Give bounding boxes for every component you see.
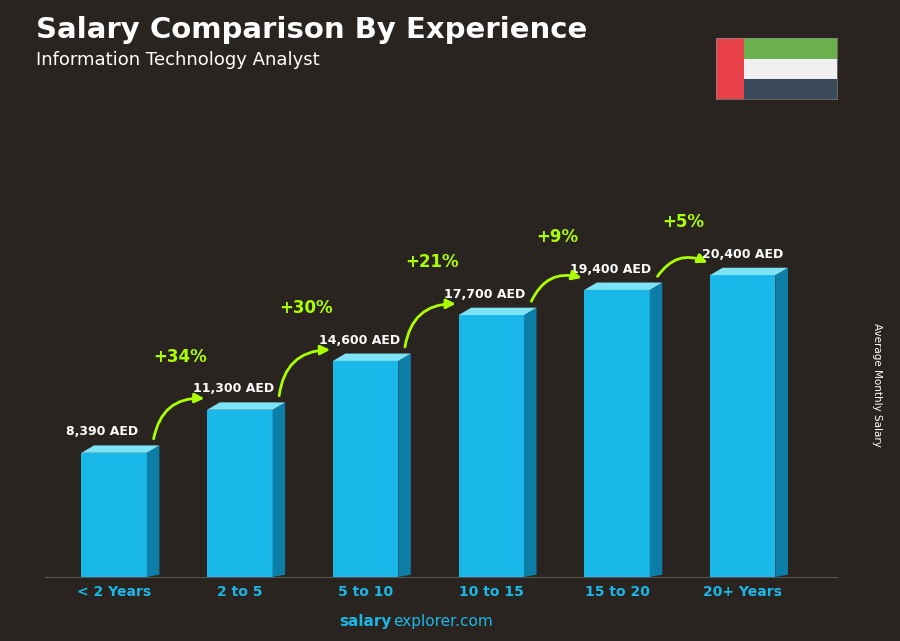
Polygon shape bbox=[710, 268, 788, 275]
Text: +5%: +5% bbox=[662, 213, 704, 231]
FancyArrowPatch shape bbox=[405, 300, 453, 347]
Polygon shape bbox=[743, 59, 837, 79]
Polygon shape bbox=[147, 445, 159, 577]
Polygon shape bbox=[743, 38, 837, 59]
Polygon shape bbox=[524, 308, 536, 577]
Polygon shape bbox=[650, 283, 662, 577]
Polygon shape bbox=[399, 354, 410, 577]
Polygon shape bbox=[710, 275, 776, 577]
Text: 17,700 AED: 17,700 AED bbox=[445, 288, 526, 301]
FancyArrowPatch shape bbox=[154, 394, 202, 439]
Polygon shape bbox=[82, 445, 159, 453]
Polygon shape bbox=[82, 453, 147, 577]
Text: salary: salary bbox=[339, 615, 392, 629]
Text: 8,390 AED: 8,390 AED bbox=[66, 426, 138, 438]
FancyArrowPatch shape bbox=[658, 254, 705, 276]
Text: Salary Comparison By Experience: Salary Comparison By Experience bbox=[36, 16, 587, 44]
Polygon shape bbox=[716, 38, 743, 99]
Text: explorer.com: explorer.com bbox=[393, 615, 493, 629]
FancyArrowPatch shape bbox=[531, 271, 579, 301]
Text: 11,300 AED: 11,300 AED bbox=[193, 383, 274, 395]
Text: 20,400 AED: 20,400 AED bbox=[702, 248, 783, 261]
Polygon shape bbox=[207, 410, 273, 577]
Polygon shape bbox=[584, 283, 662, 290]
Text: 14,600 AED: 14,600 AED bbox=[319, 333, 400, 347]
Text: +9%: +9% bbox=[536, 228, 579, 246]
Polygon shape bbox=[207, 403, 285, 410]
Polygon shape bbox=[459, 315, 524, 577]
Polygon shape bbox=[584, 290, 650, 577]
Polygon shape bbox=[333, 354, 410, 361]
Polygon shape bbox=[459, 308, 536, 315]
Text: Average Monthly Salary: Average Monthly Salary bbox=[872, 322, 883, 447]
Text: +34%: +34% bbox=[153, 348, 207, 366]
Text: 19,400 AED: 19,400 AED bbox=[571, 263, 652, 276]
FancyArrowPatch shape bbox=[279, 346, 327, 395]
Polygon shape bbox=[333, 361, 399, 577]
Polygon shape bbox=[273, 403, 285, 577]
Polygon shape bbox=[776, 268, 788, 577]
Text: Information Technology Analyst: Information Technology Analyst bbox=[36, 51, 320, 69]
Polygon shape bbox=[743, 79, 837, 99]
Text: +21%: +21% bbox=[405, 253, 458, 271]
Text: +30%: +30% bbox=[279, 299, 333, 317]
